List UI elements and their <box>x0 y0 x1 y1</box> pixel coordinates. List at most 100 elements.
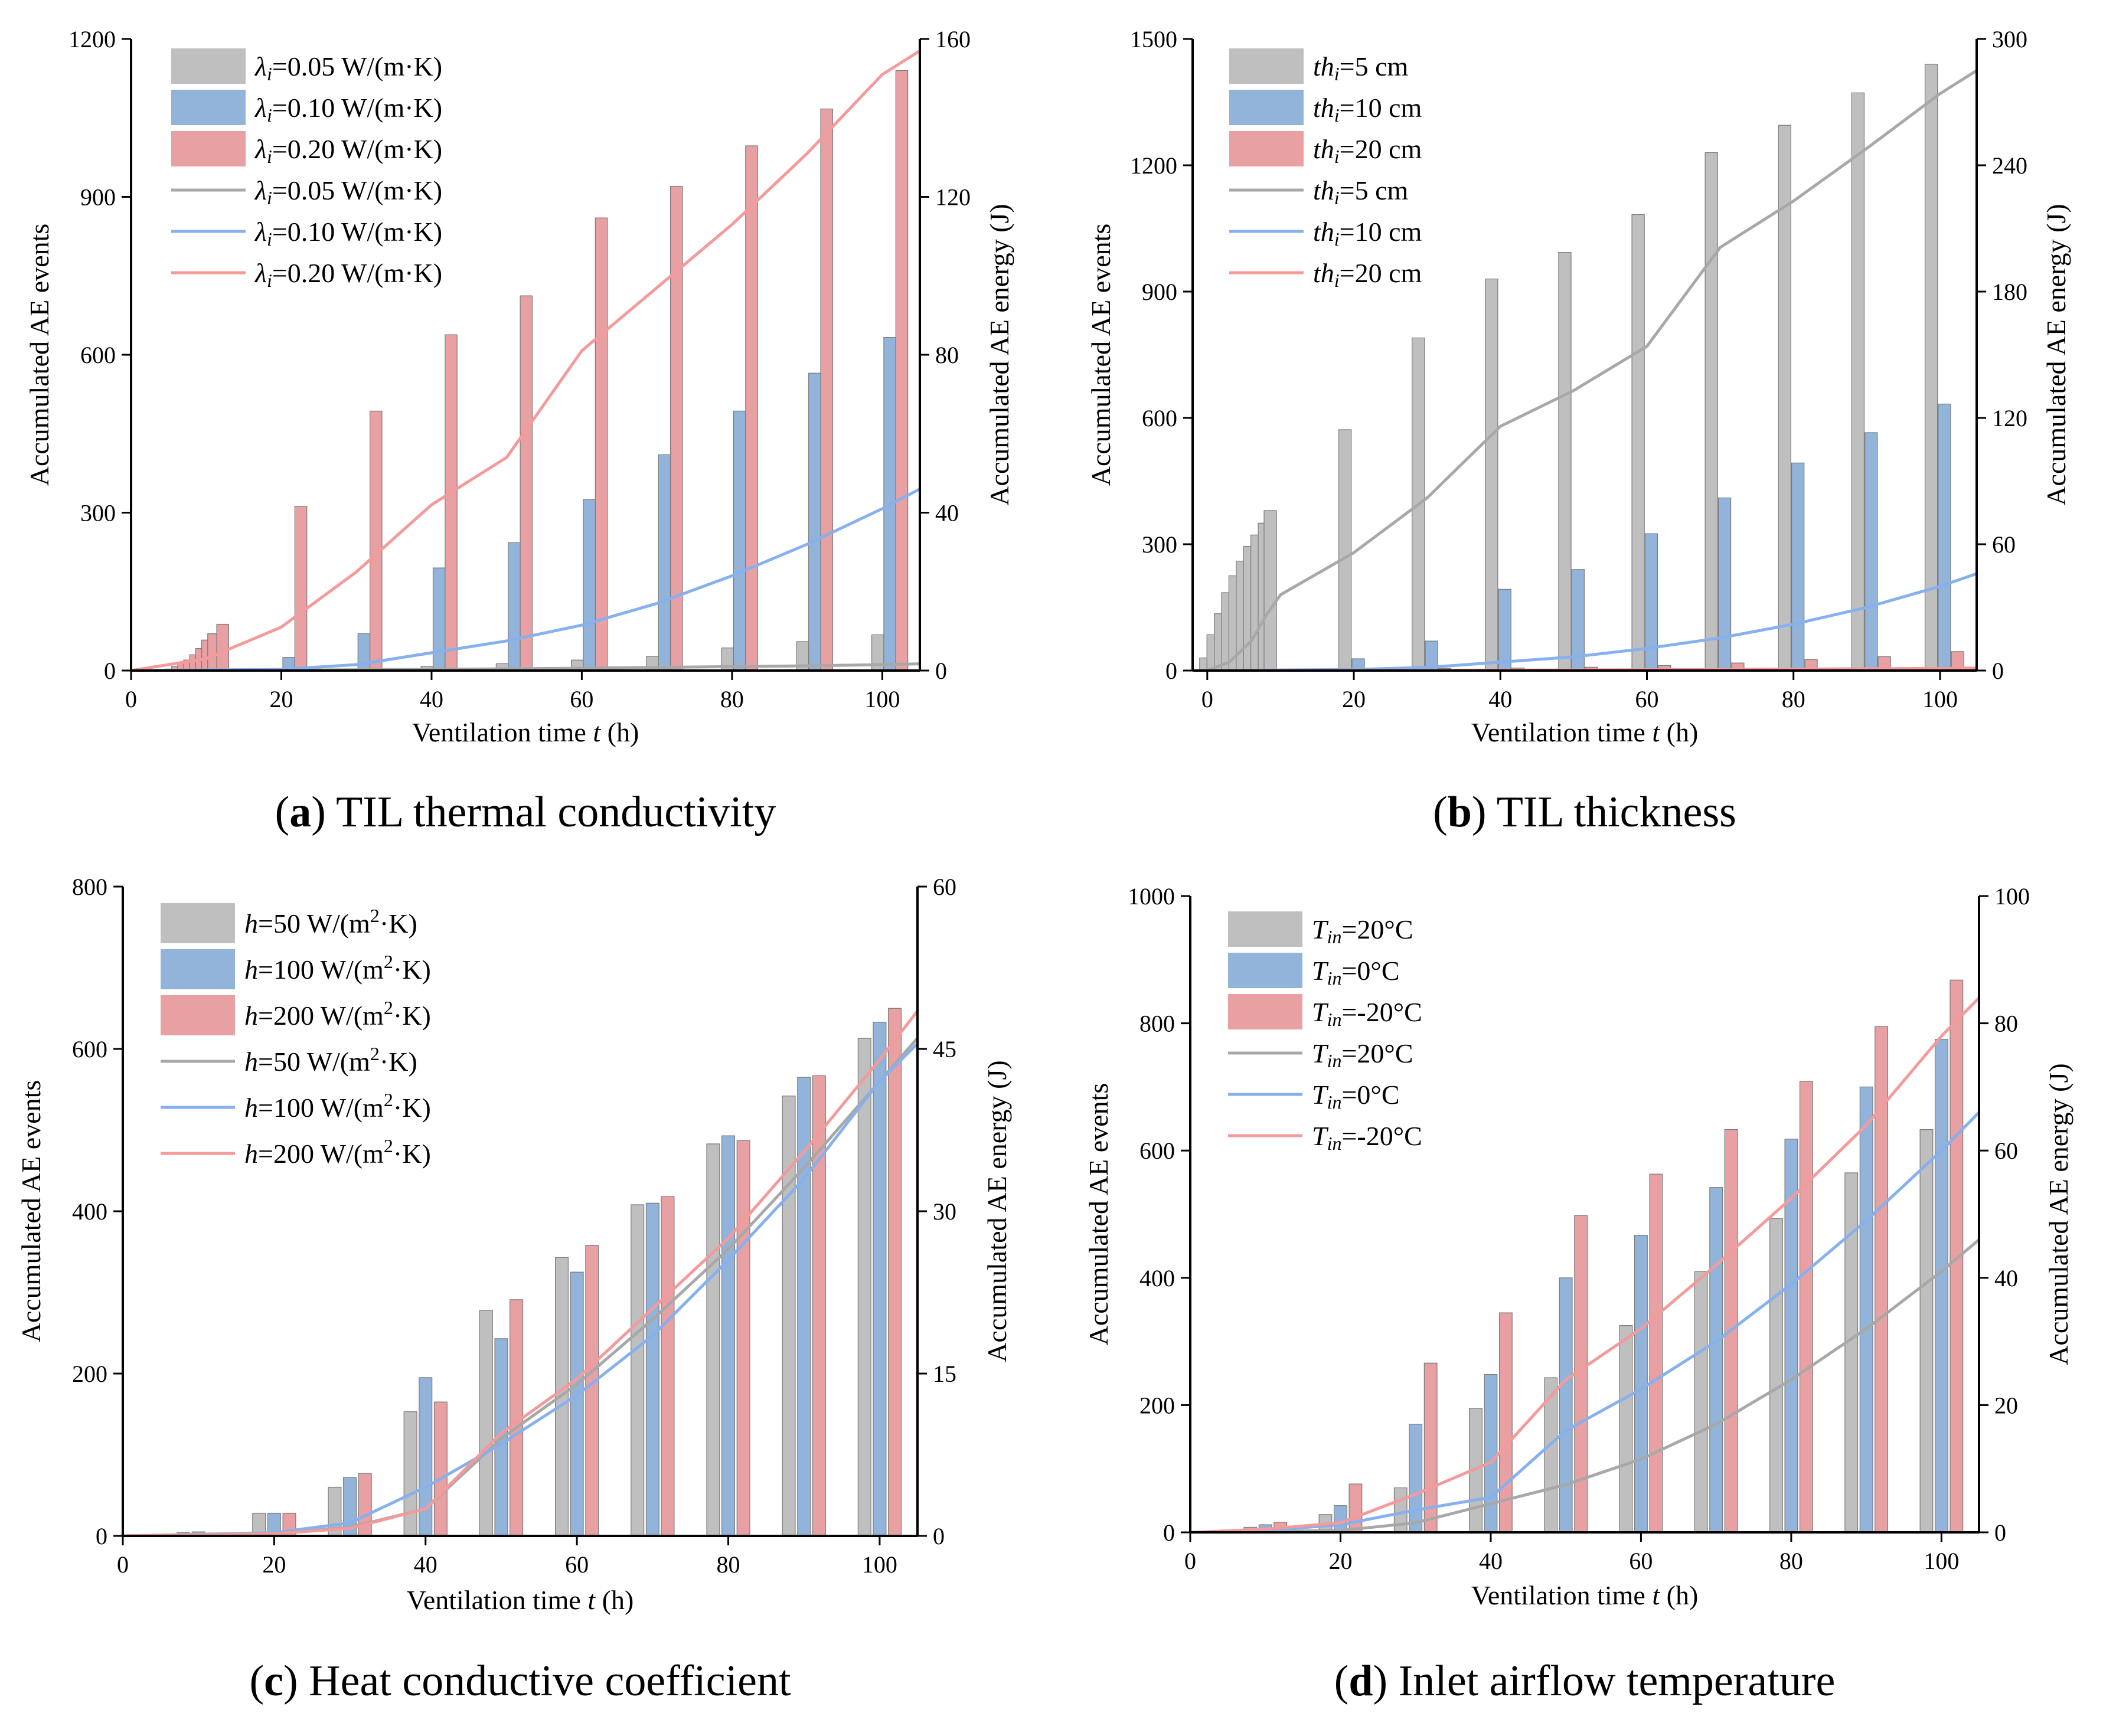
bar-gray-17 <box>1851 92 1865 671</box>
line-series-gray <box>1190 1238 1979 1532</box>
bar-blue-2 <box>432 567 446 671</box>
legend-swatch-bar-red <box>1228 994 1302 1029</box>
line-series-red <box>123 1010 917 1536</box>
x-axis-title-var: t <box>1652 717 1660 747</box>
y2-tick-label: 30 <box>933 1198 956 1225</box>
legend-subscript: i <box>1334 63 1340 84</box>
bar-gray-14 <box>1631 214 1645 671</box>
y-tick-label: 800 <box>72 874 107 900</box>
caption-text: Heat conductive coefficient <box>309 1657 791 1705</box>
bar-red-6 <box>661 1196 675 1536</box>
y2-tick-label: 100 <box>1994 883 2030 910</box>
legend-text-main: =0°C <box>1341 956 1399 986</box>
legend-text-main: =20°C <box>1341 914 1413 944</box>
bar-blue-2 <box>1409 1424 1423 1532</box>
x-tick-label: 0 <box>1184 1548 1196 1574</box>
legend-text-tail: ·K) <box>393 954 431 985</box>
panel-caption: (d) Inlet airflow temperature <box>1334 1657 1836 1705</box>
x-axis-title-main: Ventilation time <box>1471 1580 1653 1610</box>
bar-gray-12 <box>1485 279 1498 671</box>
y2-axis-title: Accumulated AE energy (J) <box>2043 1063 2073 1365</box>
legend-symbol: th <box>1313 93 1334 123</box>
y-tick-label: 1200 <box>1130 152 1177 179</box>
bar-red-8 <box>1875 1026 1889 1532</box>
y-tick-label: 900 <box>80 184 116 211</box>
legend-text-main: =-20°C <box>1341 997 1422 1027</box>
line-series-blue <box>1207 572 1977 671</box>
legend-label: Tin=0°C <box>1312 1080 1400 1113</box>
legend-text-main: =100 W/(m <box>258 1093 384 1123</box>
bar-gray-1 <box>252 1512 266 1536</box>
legend-text-main: =5 cm <box>1340 175 1409 205</box>
caption-text: TIL thermal conductivity <box>336 788 776 836</box>
bar-gray-3 <box>403 1411 417 1536</box>
legend-subscript: i <box>267 187 272 208</box>
line-series-red <box>131 49 920 671</box>
bar-blue-1 <box>1334 1505 1347 1532</box>
y-tick-label: 800 <box>1139 1011 1175 1037</box>
bar-blue-3 <box>508 542 521 671</box>
legend-symbol: λ <box>254 51 267 81</box>
bar-blue-6 <box>1791 462 1805 671</box>
caption-letter: b <box>1448 788 1472 836</box>
legend-superscript: 2 <box>384 951 393 972</box>
legend-symbol: λ <box>254 134 267 164</box>
legend-label: λi=0.10 W/(m·K) <box>254 93 442 126</box>
x-tick-label: 40 <box>1488 686 1512 712</box>
legend-label: h=50 W/(m2·K) <box>244 1043 417 1077</box>
y-tick-label: 600 <box>72 1036 107 1062</box>
caption-close-paren: ) <box>283 1657 309 1705</box>
y2-tick-label: 80 <box>935 342 959 368</box>
bar-gray-4 <box>479 1310 493 1536</box>
y2-tick-label: 60 <box>933 874 956 900</box>
bar-gray-9 <box>1263 510 1277 671</box>
x-tick-label: 80 <box>1782 686 1805 712</box>
legend-text-main: =200 W/(m <box>258 1001 384 1031</box>
legend-text-main: =10 cm <box>1340 93 1422 123</box>
x-axis-title-main: Ventilation time <box>407 1585 588 1615</box>
y-tick-label: 200 <box>72 1361 107 1387</box>
legend-label: λi=0.05 W/(m·K) <box>254 51 442 84</box>
y-tick-label: 400 <box>1139 1265 1175 1292</box>
bar-gray-8 <box>1844 1172 1859 1532</box>
x-tick-label: 40 <box>414 1551 437 1578</box>
legend-text-main: =0.05 W/(m·K) <box>272 175 442 205</box>
legend-text-main: =0.10 W/(m·K) <box>272 93 442 123</box>
bar-blue-3 <box>1484 1374 1498 1532</box>
bar-red-7 <box>1799 1081 1813 1532</box>
legend-text-main: =0°C <box>1341 1080 1399 1110</box>
bar-blue-9 <box>873 1022 887 1536</box>
y-tick-label: 300 <box>1142 531 1177 558</box>
bar-blue-1 <box>267 1512 281 1536</box>
legend-superscript: 2 <box>384 997 393 1018</box>
y2-tick-label: 120 <box>1992 405 2027 431</box>
x-tick-label: 60 <box>1629 1548 1653 1574</box>
x-axis-title: Ventilation time t (h) <box>1471 1580 1699 1610</box>
x-tick-label: 80 <box>720 686 744 712</box>
legend-swatch-bar-red <box>1229 131 1304 166</box>
bar-red-9 <box>888 1008 902 1536</box>
x-tick-label: 100 <box>862 1551 897 1578</box>
y-tick-label: 0 <box>104 658 116 684</box>
caption-text: Inlet airflow temperature <box>1399 1657 1836 1705</box>
y2-tick-label: 120 <box>935 184 971 211</box>
y-tick-label: 400 <box>72 1198 107 1225</box>
bar-red-1 <box>1348 1483 1363 1532</box>
bar-red-11 <box>445 334 458 671</box>
legend-symbol: h <box>244 1001 258 1031</box>
bar-blue-5 <box>570 1271 584 1536</box>
legend-text-tail: ·K) <box>380 908 417 939</box>
x-axis-title-var: t <box>1652 1580 1660 1610</box>
caption-open-paren: ( <box>249 1657 264 1705</box>
y2-tick-label: 15 <box>933 1361 956 1387</box>
legend-text-main: =-20°C <box>1341 1121 1422 1151</box>
x-axis-title-var: t <box>587 1585 596 1615</box>
legend-swatch-bar-red <box>171 131 246 166</box>
legend-label: λi=0.20 W/(m·K) <box>254 258 442 291</box>
legend-symbol: T <box>1312 997 1329 1027</box>
legend-subscript: in <box>1327 1091 1342 1113</box>
plot-area <box>131 49 920 671</box>
legend-text-main: =5 cm <box>1340 51 1409 81</box>
bar-gray-10 <box>1338 429 1352 671</box>
legend-text-main: =0.20 W/(m·K) <box>272 258 442 288</box>
